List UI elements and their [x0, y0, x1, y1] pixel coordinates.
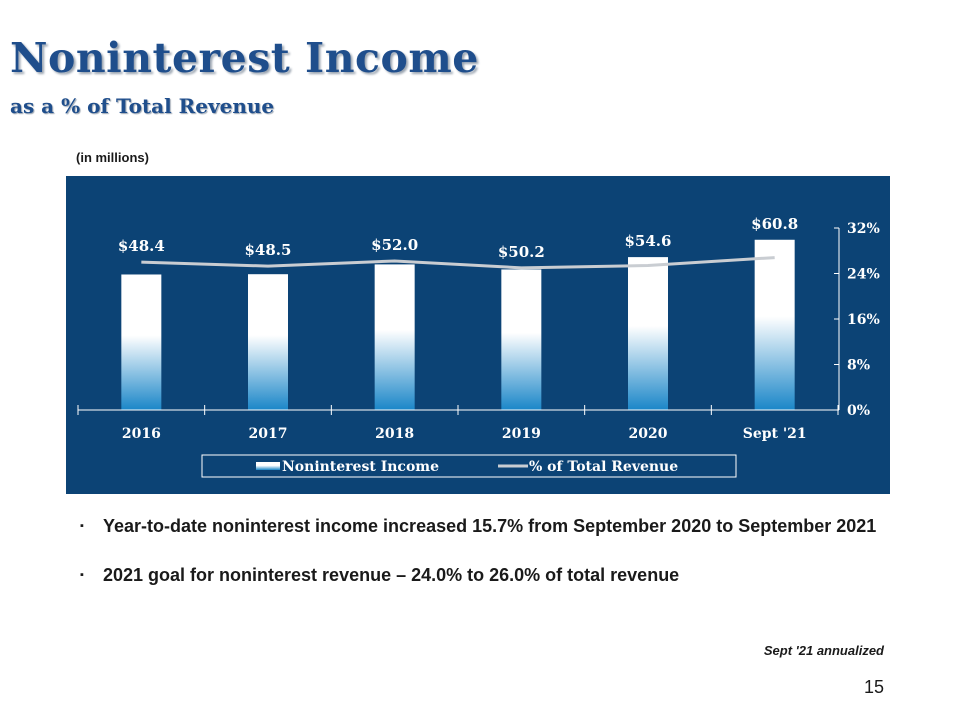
bar [628, 257, 668, 410]
bullet-text: Year-to-date noninterest income increase… [103, 516, 877, 536]
legend-swatch-bar [256, 462, 280, 470]
pct-total-revenue-line [141, 256, 775, 270]
x-tick-label: 2017 [249, 426, 288, 442]
bar [374, 264, 415, 410]
right-tick-label: 16% [847, 312, 880, 328]
noninterest-income-chart: $48.4 $48.5 $52.0 $50.2 $54.6 $60.8 2016 2017 20… [77, 215, 880, 478]
page-subtitle: as a % of Total Revenue [10, 94, 275, 118]
data-label: $54.6 [625, 232, 672, 250]
bullet-item: ▪ Year-to-date noninterest income increa… [80, 515, 884, 538]
data-label: $52.0 [371, 236, 418, 254]
bar [501, 269, 542, 410]
x-tick-label: Sept '21 [743, 426, 807, 442]
bullet-text: 2021 goal for noninterest revenue – 24.0… [103, 565, 680, 585]
page-title: Noninterest Income [10, 34, 479, 82]
right-tick-label: 0% [847, 403, 870, 419]
legend-label: Noninterest Income [282, 459, 439, 475]
bullet-marker: ▪ [80, 520, 84, 532]
right-tick-label: 24% [847, 267, 880, 283]
x-tick-label: 2019 [502, 426, 541, 442]
data-label: $48.4 [118, 237, 165, 255]
bar [754, 239, 795, 410]
legend-label: % of Total Revenue [529, 459, 678, 475]
data-label: $48.5 [245, 241, 292, 259]
bullet-list: ▪ Year-to-date noninterest income increa… [80, 515, 884, 613]
footnote: Sept '21 annualized [763, 643, 884, 658]
bar [121, 274, 162, 410]
chart-panel: $48.4 $48.5 $52.0 $50.2 $54.6 $60.8 2016 2017 20… [66, 176, 890, 494]
bar [248, 274, 288, 410]
right-tick-label: 32% [847, 221, 880, 237]
data-label: $50.2 [498, 243, 545, 261]
legend-box [201, 454, 737, 478]
data-label: $60.8 [751, 215, 798, 233]
right-tick-label: 8% [847, 358, 870, 374]
units-note: (in millions) [76, 150, 149, 165]
x-tick-label: 2020 [629, 426, 668, 442]
page-number: 15 [863, 677, 884, 697]
bullet-item: ▪ 2021 goal for noninterest revenue – 24… [80, 564, 884, 587]
bullet-marker: ▪ [80, 569, 84, 581]
x-tick-label: 2016 [122, 426, 161, 442]
x-tick-label: 2018 [375, 426, 414, 442]
